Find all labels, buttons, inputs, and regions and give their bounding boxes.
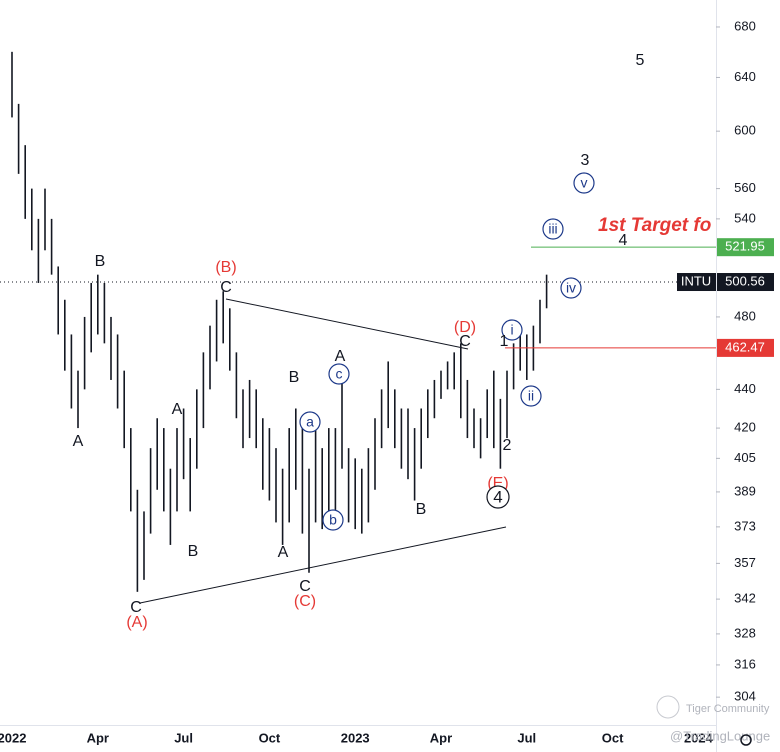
wave-label: 5 xyxy=(636,52,645,69)
wave-label: iii xyxy=(548,221,557,237)
wave-label: ii xyxy=(528,388,534,404)
wave-label: B xyxy=(289,369,300,386)
wave-label: C xyxy=(220,279,232,296)
wave-label: (C) xyxy=(294,593,316,610)
wave-label: 4 xyxy=(493,487,502,506)
wave-label: C xyxy=(299,578,311,595)
y-tick-label: 357 xyxy=(734,555,756,570)
y-tick-label: 316 xyxy=(734,656,756,671)
wave-label: A xyxy=(172,401,183,418)
x-tick-label: Oct xyxy=(602,730,624,745)
wave-circle xyxy=(542,218,564,240)
wave-circle xyxy=(520,385,542,407)
wave-label: 4 xyxy=(619,232,628,249)
y-tick-label: 680 xyxy=(734,18,756,33)
symbol-badge xyxy=(677,273,716,292)
wave-circle xyxy=(560,277,582,299)
level-badge xyxy=(717,238,774,257)
symbol-label: INTU xyxy=(681,273,711,288)
x-tick-label: 2024 xyxy=(684,730,714,745)
x-tick-label: Apr xyxy=(430,730,452,745)
y-tick-label: 440 xyxy=(734,381,756,396)
wave-label: i xyxy=(510,322,513,338)
y-tick-label: 328 xyxy=(734,625,756,640)
watermark: @TradingLounge xyxy=(670,728,770,743)
wave-label: A xyxy=(73,433,84,450)
level-label: 462.47 xyxy=(725,339,765,354)
wave-label: 2 xyxy=(503,437,512,454)
y-tick-label: 405 xyxy=(734,450,756,465)
wave-label: C xyxy=(459,333,471,350)
level-label: 521.95 xyxy=(725,239,765,254)
x-tick-label: Jul xyxy=(174,730,193,745)
wave-label: iv xyxy=(566,280,576,296)
wave-circle xyxy=(486,485,510,509)
price-badge xyxy=(717,273,774,292)
wave-label: 1st Target fo xyxy=(598,215,711,236)
settings-icon[interactable] xyxy=(740,734,752,746)
wave-label: a xyxy=(306,414,314,430)
x-tick-label: Jul xyxy=(517,730,536,745)
wave-label: A xyxy=(278,544,289,561)
price-label: 500.56 xyxy=(725,273,765,288)
y-tick-label: 640 xyxy=(734,69,756,84)
wave-label: B xyxy=(95,253,106,270)
y-tick-label: 304 xyxy=(734,689,756,704)
wave-circle xyxy=(501,319,523,341)
wave-label: v xyxy=(581,175,588,191)
x-tick-label: Oct xyxy=(259,730,281,745)
y-tick-label: 342 xyxy=(734,591,756,606)
y-tick-label: 560 xyxy=(734,180,756,195)
y-tick-label: 389 xyxy=(734,483,756,498)
trend-line xyxy=(225,298,469,350)
wave-label: c xyxy=(336,366,343,382)
wave-circle xyxy=(573,172,595,194)
y-tick-label: 600 xyxy=(734,123,756,138)
watermark-logo xyxy=(656,695,680,719)
wave-circle xyxy=(328,363,350,385)
wave-label: (A) xyxy=(126,614,147,631)
wave-label: B xyxy=(188,543,199,560)
wave-label: A xyxy=(335,348,346,365)
wave-label: b xyxy=(329,512,337,528)
wave-label: B xyxy=(416,501,427,518)
wave-circle xyxy=(322,509,344,531)
wave-label: C xyxy=(130,599,142,616)
wave-circle xyxy=(299,411,321,433)
y-tick-label: 540 xyxy=(734,210,756,225)
watermark: Tiger Community xyxy=(686,703,770,715)
x-tick-label: Apr xyxy=(87,730,109,745)
x-tick-label: 2023 xyxy=(341,730,370,745)
x-tick-label: 2022 xyxy=(0,730,26,745)
wave-label: (D) xyxy=(454,319,476,336)
y-tick-label: 420 xyxy=(734,420,756,435)
level-badge xyxy=(717,338,774,357)
y-tick-label: 373 xyxy=(734,518,756,533)
trend-line xyxy=(139,526,507,604)
y-tick-label: 480 xyxy=(734,308,756,323)
wave-label: 1 xyxy=(500,333,509,350)
wave-label: 3 xyxy=(581,152,590,169)
wave-label: (B) xyxy=(215,259,236,276)
